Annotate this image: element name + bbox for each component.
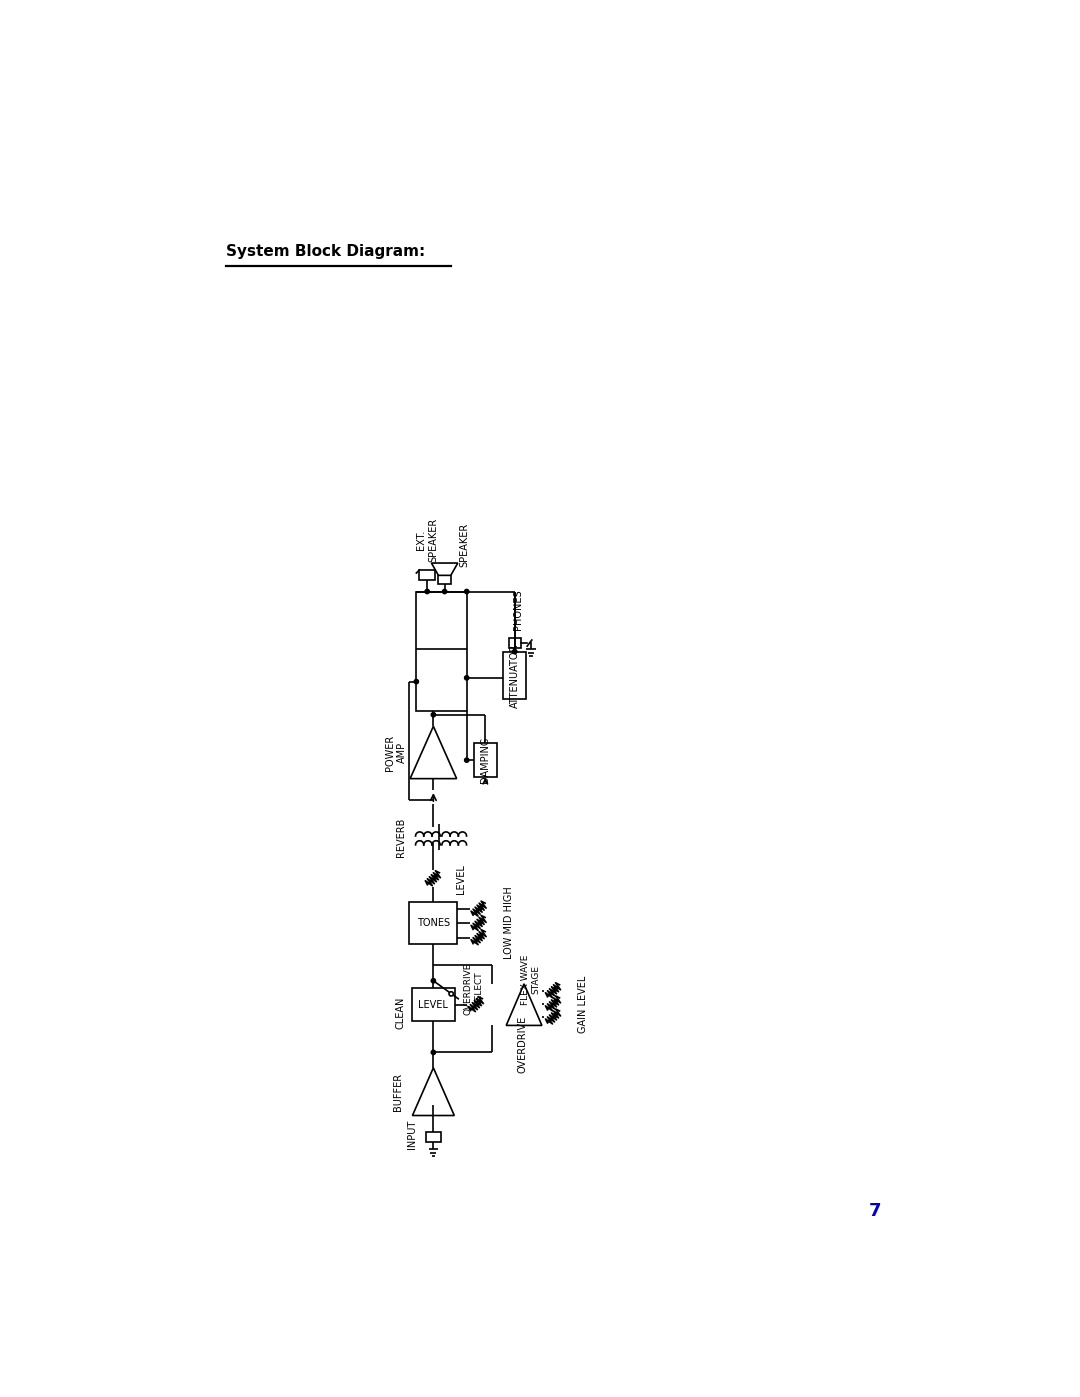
Circle shape bbox=[449, 992, 454, 996]
Polygon shape bbox=[431, 563, 458, 576]
Text: FLEX WAVE
STAGE: FLEX WAVE STAGE bbox=[521, 954, 540, 1006]
Circle shape bbox=[414, 679, 418, 683]
Circle shape bbox=[464, 590, 469, 594]
Text: INPUT: INPUT bbox=[407, 1119, 417, 1148]
Circle shape bbox=[464, 676, 469, 680]
Bar bbox=[409, 902, 458, 944]
Bar bbox=[416, 591, 467, 711]
Text: System Block Diagram:: System Block Diagram: bbox=[227, 244, 426, 260]
Text: OVERDRIVE: OVERDRIVE bbox=[517, 1016, 527, 1073]
Text: EXT.
SPEAKER: EXT. SPEAKER bbox=[417, 518, 438, 562]
Bar bbox=[503, 651, 526, 700]
Bar bbox=[438, 576, 450, 584]
Text: LEVEL: LEVEL bbox=[456, 863, 467, 894]
Bar bbox=[509, 638, 521, 648]
Text: BUFFER: BUFFER bbox=[393, 1073, 403, 1111]
Bar bbox=[474, 743, 497, 777]
Bar bbox=[426, 1133, 441, 1143]
Text: LOW MID HIGH: LOW MID HIGH bbox=[503, 887, 514, 960]
Text: OVERDRIVE
SELECT: OVERDRIVE SELECT bbox=[464, 963, 484, 1014]
Text: ATTENUATOR: ATTENUATOR bbox=[510, 643, 519, 708]
Text: LEVEL: LEVEL bbox=[418, 1000, 448, 1010]
Polygon shape bbox=[410, 726, 457, 778]
Circle shape bbox=[431, 979, 435, 983]
Circle shape bbox=[426, 590, 430, 594]
Circle shape bbox=[431, 1051, 435, 1055]
Polygon shape bbox=[413, 1067, 455, 1116]
Bar bbox=[419, 570, 435, 580]
Circle shape bbox=[513, 650, 517, 654]
Text: REVERB: REVERB bbox=[396, 817, 406, 856]
Bar bbox=[413, 989, 455, 1021]
Text: 7: 7 bbox=[869, 1201, 881, 1220]
Circle shape bbox=[431, 712, 435, 717]
Polygon shape bbox=[507, 983, 542, 1025]
Circle shape bbox=[464, 759, 469, 763]
Text: SPEAKER: SPEAKER bbox=[460, 524, 470, 567]
Text: TONES: TONES bbox=[417, 918, 450, 928]
Text: GAIN LEVEL: GAIN LEVEL bbox=[578, 977, 588, 1034]
Text: POWER
AMP: POWER AMP bbox=[386, 735, 407, 771]
Circle shape bbox=[443, 590, 447, 594]
Text: PHONES: PHONES bbox=[513, 590, 523, 630]
Text: CLEAN: CLEAN bbox=[396, 996, 406, 1028]
Text: DAMPING: DAMPING bbox=[481, 738, 490, 784]
